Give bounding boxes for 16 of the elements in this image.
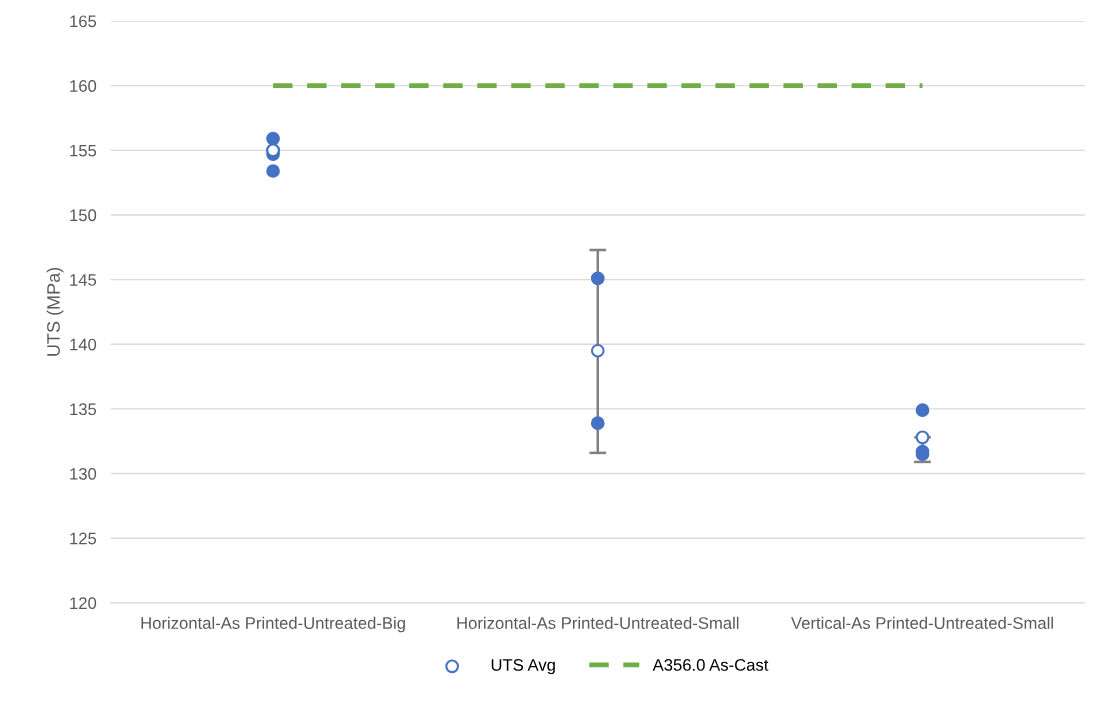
y-tick-label: 155	[70, 144, 97, 157]
y-axis-title: UTS (MPa)	[46, 267, 64, 356]
y-tick-label: 145	[70, 274, 97, 286]
y-tick-label: 135	[70, 403, 97, 416]
y-tick-label: 165	[70, 15, 97, 28]
y-tick-label: 125	[70, 532, 97, 545]
x-tick-label: Horizontal-As Printed-Untreated-Big	[141, 616, 405, 633]
legend-label: UTS Avg	[491, 659, 555, 675]
y-tick-label: 130	[70, 467, 97, 480]
y-tick-label: 120	[70, 597, 97, 610]
y-tick-label: 140	[70, 338, 97, 351]
y-tick-label: 160	[70, 80, 97, 92]
legend-label: A356.0 As-Cast	[652, 659, 769, 671]
y-tick-label: 150	[70, 209, 97, 222]
x-tick-label: Vertical-As Printed-Untreated-Small	[791, 616, 1053, 629]
x-tick-label: Horizontal-As Printed-Untreated-Small	[457, 616, 739, 629]
